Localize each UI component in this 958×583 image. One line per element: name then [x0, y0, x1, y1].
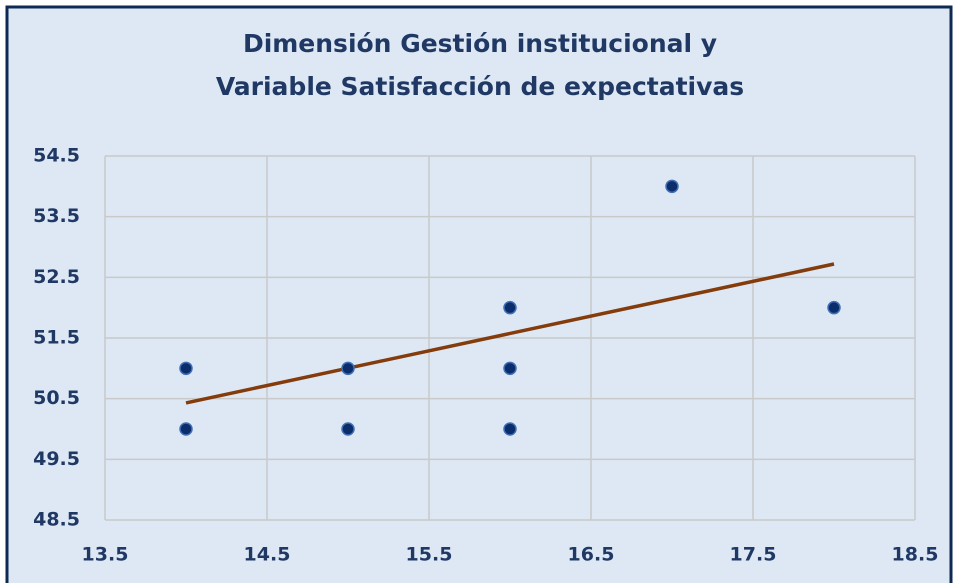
y-tick-label: 48.5 — [33, 509, 80, 531]
point — [341, 422, 355, 436]
point — [503, 361, 517, 376]
x-tick-label: 16.5 — [568, 544, 615, 566]
point — [503, 422, 517, 436]
point — [179, 422, 193, 436]
y-tick-label: 54.5 — [33, 145, 80, 167]
point — [179, 361, 193, 376]
y-tick-label: 50.5 — [33, 387, 80, 409]
chart-title: Variable Satisfacción de expectativas — [216, 72, 744, 101]
trendline — [185, 262, 835, 405]
x-tick-label: 13.5 — [82, 544, 129, 566]
x-tick-label: 14.5 — [244, 544, 291, 566]
y-tick-label: 49.5 — [33, 448, 80, 470]
y-tick-label: 51.5 — [33, 327, 80, 349]
y-tick-label: 53.5 — [33, 205, 80, 227]
chart-area — [5, 5, 953, 583]
point — [341, 361, 355, 376]
point — [827, 300, 841, 315]
chart-title: Dimensión Gestión institucional y — [243, 29, 717, 58]
x-tick-label: 18.5 — [892, 544, 939, 566]
x-tick-label: 15.5 — [406, 544, 453, 566]
y-tick-label: 52.5 — [33, 266, 80, 288]
point — [665, 179, 679, 194]
point — [503, 300, 517, 315]
x-tick-label: 17.5 — [730, 544, 777, 566]
